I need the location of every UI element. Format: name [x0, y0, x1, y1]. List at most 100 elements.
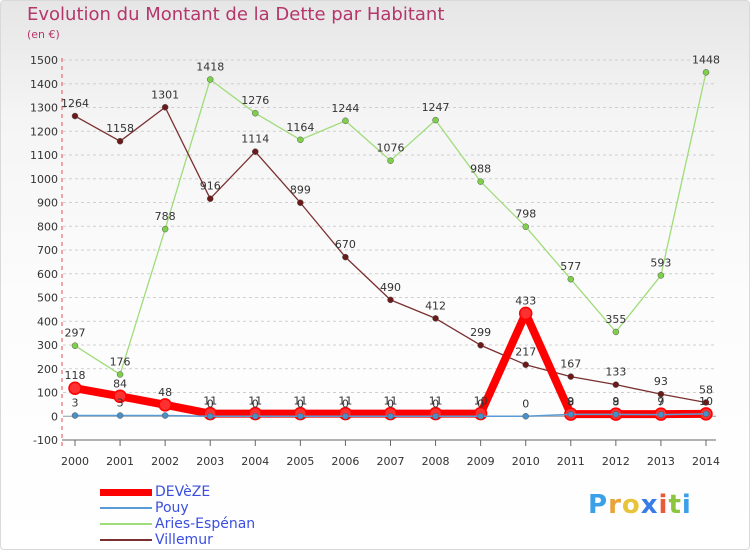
data-label: 93 — [654, 375, 668, 388]
x-tick-label: 2007 — [377, 455, 405, 468]
data-label: 788 — [155, 210, 176, 223]
data-point — [518, 306, 533, 321]
data-label: 11 — [248, 395, 262, 408]
data-point — [71, 412, 79, 419]
x-tick-label: 2008 — [422, 455, 450, 468]
data-label: 48 — [158, 386, 172, 399]
legend-label: Aries-Espénan — [155, 516, 256, 532]
data-label: 0 — [297, 397, 304, 410]
y-tick-label: 100 — [37, 387, 58, 400]
data-label: 11 — [338, 395, 352, 408]
x-tick-label: 2000 — [61, 455, 89, 468]
y-tick-label: 0 — [51, 410, 58, 423]
data-label: 9 — [567, 395, 574, 408]
y-tick-label: 1400 — [30, 78, 58, 91]
data-label: 9 — [657, 395, 664, 408]
data-label: 167 — [560, 358, 581, 371]
data-label: 11 — [429, 395, 443, 408]
y-tick-label: 1100 — [30, 149, 58, 162]
x-tick-label: 2014 — [692, 455, 720, 468]
data-label: 0 — [522, 397, 529, 410]
y-tick-label: -100 — [33, 434, 58, 447]
proxiti-logo: Proxiti — [588, 490, 692, 520]
data-label: 297 — [65, 327, 86, 340]
data-label: 10 — [474, 395, 488, 408]
data-label: 1158 — [106, 122, 134, 135]
data-point — [342, 253, 349, 261]
data-label: 798 — [515, 208, 536, 221]
data-point — [702, 69, 710, 76]
data-point — [161, 225, 169, 233]
data-point — [252, 109, 259, 117]
legend-swatch — [100, 539, 152, 541]
data-label: 1076 — [377, 142, 405, 155]
x-tick-label: 2001 — [106, 455, 134, 468]
x-tick-label: 2012 — [602, 455, 630, 468]
data-point — [432, 116, 439, 124]
data-label: 490 — [380, 281, 401, 294]
data-label: 1418 — [196, 60, 224, 73]
data-label: 217 — [515, 346, 536, 359]
legend-item: DEVèZE — [100, 484, 320, 500]
legend-swatch — [100, 488, 152, 496]
legend-swatch — [100, 507, 152, 509]
data-point — [116, 137, 124, 145]
data-point — [206, 76, 214, 83]
y-tick-label: 1000 — [30, 173, 58, 186]
data-label: 8 — [567, 395, 574, 408]
data-point — [657, 390, 665, 398]
legend-item: Aries-Espénan — [100, 516, 320, 532]
data-point — [68, 381, 82, 395]
data-point — [387, 157, 394, 164]
data-point — [567, 275, 575, 283]
data-label: 1448 — [692, 53, 720, 66]
data-label: 355 — [605, 313, 626, 326]
legend-label: Pouy — [155, 500, 189, 516]
data-point — [432, 413, 439, 420]
data-point — [161, 104, 169, 111]
y-tick-label: 800 — [37, 220, 58, 233]
data-point — [206, 195, 214, 202]
x-tick-label: 2011 — [557, 455, 585, 468]
data-point — [612, 381, 620, 388]
data-point — [116, 371, 124, 378]
data-point — [477, 341, 484, 349]
data-point — [567, 373, 575, 380]
chart-title: Evolution du Montant de la Dette par Hab… — [27, 4, 445, 25]
data-label: 176 — [110, 355, 131, 368]
data-point — [297, 413, 304, 420]
data-point — [161, 412, 169, 419]
data-point — [342, 117, 349, 125]
y-tick-label: 400 — [37, 315, 58, 328]
data-label: 7 — [657, 396, 664, 409]
data-point — [297, 136, 304, 144]
legend-label: DEVèZE — [155, 484, 211, 500]
chart-subtitle: (en €) — [27, 28, 60, 41]
data-point — [612, 411, 620, 418]
data-point — [477, 178, 484, 185]
y-tick-label: 1200 — [30, 125, 58, 138]
y-tick-label: 900 — [37, 197, 58, 210]
data-label: 0 — [432, 397, 439, 410]
data-label: 899 — [290, 184, 311, 197]
x-tick-label: 2013 — [647, 455, 675, 468]
y-tick-label: 1500 — [30, 54, 58, 67]
x-tick-label: 2006 — [331, 455, 359, 468]
x-tick-label: 2009 — [467, 455, 495, 468]
y-tick-label: 300 — [37, 339, 58, 352]
data-point — [522, 413, 529, 420]
data-point — [116, 412, 124, 419]
data-point — [113, 389, 127, 404]
data-point — [158, 398, 172, 412]
data-label: 1301 — [151, 88, 179, 101]
data-label: 1276 — [241, 94, 269, 107]
y-tick-label: 1300 — [30, 102, 58, 115]
legend-label: Villemur — [155, 532, 213, 548]
y-tick-label: 700 — [37, 244, 58, 257]
data-point — [657, 272, 665, 279]
data-label: 11 — [293, 395, 307, 408]
legend-item: Pouy — [100, 500, 320, 516]
data-point — [206, 413, 214, 420]
data-point — [387, 413, 394, 420]
